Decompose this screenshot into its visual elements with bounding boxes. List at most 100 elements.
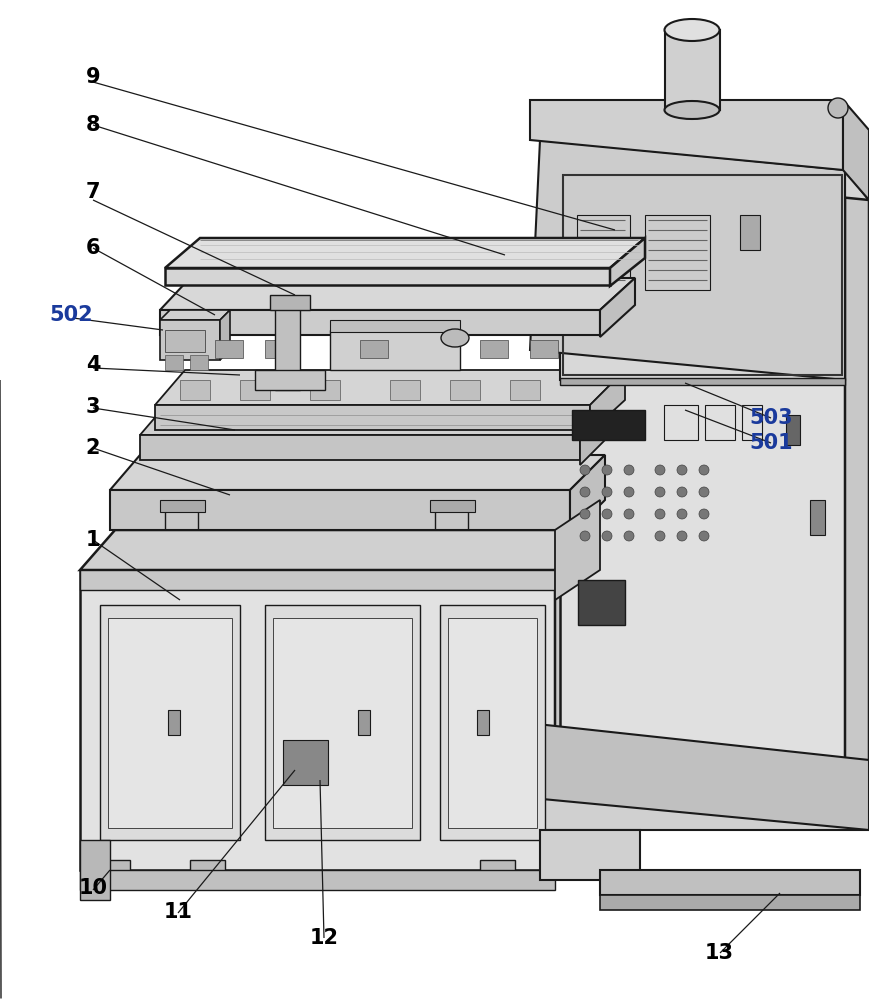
Text: 502: 502: [50, 305, 93, 325]
Polygon shape: [165, 330, 205, 352]
Polygon shape: [273, 618, 412, 828]
Polygon shape: [580, 400, 615, 465]
Circle shape: [699, 509, 709, 519]
Ellipse shape: [665, 19, 720, 41]
Polygon shape: [100, 605, 240, 840]
Circle shape: [699, 531, 709, 541]
Polygon shape: [165, 268, 610, 285]
Polygon shape: [500, 720, 869, 830]
Polygon shape: [360, 340, 388, 358]
Polygon shape: [240, 380, 270, 400]
Text: 2: 2: [86, 438, 100, 458]
Polygon shape: [80, 870, 555, 890]
Text: 9: 9: [86, 67, 100, 87]
Polygon shape: [786, 415, 800, 445]
Polygon shape: [578, 580, 625, 625]
Text: 7: 7: [86, 182, 100, 202]
Polygon shape: [664, 405, 698, 440]
Polygon shape: [560, 170, 845, 760]
Circle shape: [624, 487, 634, 497]
Polygon shape: [330, 330, 460, 370]
Polygon shape: [165, 355, 183, 370]
Ellipse shape: [441, 329, 469, 347]
Polygon shape: [160, 320, 220, 360]
Polygon shape: [570, 455, 605, 535]
Polygon shape: [168, 710, 180, 735]
Polygon shape: [555, 500, 600, 600]
Polygon shape: [843, 100, 869, 200]
Polygon shape: [480, 860, 515, 885]
Polygon shape: [440, 605, 545, 840]
Ellipse shape: [665, 101, 720, 119]
Polygon shape: [160, 310, 230, 320]
Circle shape: [677, 531, 687, 541]
Polygon shape: [190, 355, 208, 370]
Polygon shape: [110, 490, 570, 530]
Polygon shape: [600, 870, 860, 895]
Polygon shape: [590, 370, 625, 432]
Circle shape: [580, 465, 590, 475]
Polygon shape: [577, 215, 630, 290]
Polygon shape: [310, 380, 340, 400]
Polygon shape: [560, 170, 845, 380]
Polygon shape: [275, 300, 300, 390]
Polygon shape: [330, 320, 460, 332]
Text: 12: 12: [309, 928, 339, 948]
Circle shape: [602, 531, 612, 541]
Circle shape: [655, 465, 665, 475]
Polygon shape: [540, 140, 869, 200]
Text: 13: 13: [705, 943, 734, 963]
Polygon shape: [160, 278, 635, 310]
Polygon shape: [165, 238, 645, 268]
Polygon shape: [810, 500, 825, 535]
Text: 10: 10: [78, 878, 108, 898]
Circle shape: [624, 531, 634, 541]
Polygon shape: [705, 405, 735, 440]
Polygon shape: [358, 710, 370, 735]
Polygon shape: [190, 860, 225, 885]
Circle shape: [655, 487, 665, 497]
Polygon shape: [108, 618, 232, 828]
Text: 8: 8: [86, 115, 100, 135]
Polygon shape: [600, 895, 860, 910]
Polygon shape: [560, 378, 845, 385]
Circle shape: [699, 465, 709, 475]
Circle shape: [624, 465, 634, 475]
Polygon shape: [390, 380, 420, 400]
Circle shape: [699, 487, 709, 497]
Polygon shape: [610, 238, 645, 286]
Text: 501: 501: [749, 433, 793, 453]
Circle shape: [655, 531, 665, 541]
Polygon shape: [555, 530, 595, 860]
Circle shape: [677, 465, 687, 475]
Polygon shape: [448, 618, 537, 828]
Circle shape: [624, 509, 634, 519]
Polygon shape: [110, 455, 605, 490]
Polygon shape: [255, 370, 325, 390]
Polygon shape: [155, 370, 625, 405]
Polygon shape: [480, 340, 508, 358]
Text: 1: 1: [86, 530, 100, 550]
Circle shape: [580, 487, 590, 497]
Polygon shape: [220, 310, 230, 360]
Polygon shape: [430, 500, 475, 512]
Polygon shape: [270, 295, 310, 310]
Polygon shape: [450, 380, 480, 400]
Circle shape: [655, 509, 665, 519]
Circle shape: [828, 98, 848, 118]
Polygon shape: [845, 170, 869, 790]
Circle shape: [580, 509, 590, 519]
Polygon shape: [215, 340, 243, 358]
Polygon shape: [665, 30, 720, 110]
Circle shape: [677, 487, 687, 497]
Polygon shape: [530, 140, 845, 380]
Circle shape: [602, 487, 612, 497]
Polygon shape: [505, 760, 869, 830]
Polygon shape: [155, 405, 590, 430]
Polygon shape: [510, 380, 540, 400]
Polygon shape: [540, 830, 640, 880]
Polygon shape: [265, 605, 420, 840]
Polygon shape: [80, 570, 555, 870]
Polygon shape: [140, 400, 615, 435]
Text: 503: 503: [749, 408, 793, 428]
